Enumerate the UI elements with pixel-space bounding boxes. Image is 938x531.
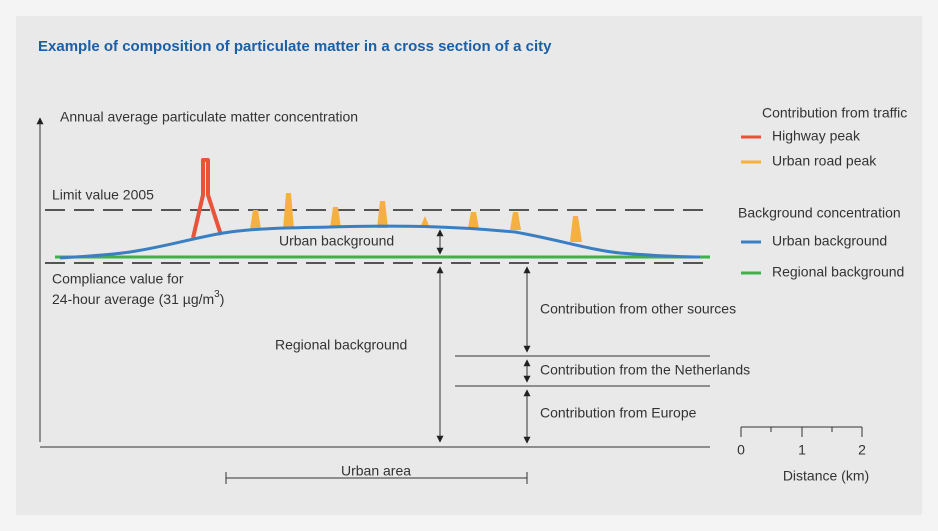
scale-tick: 0 — [737, 442, 745, 458]
compliance-label: Compliance value for — [52, 271, 184, 287]
regional-background-label: Regional background — [275, 337, 407, 353]
legend-label: Highway peak — [772, 128, 861, 144]
contribution-label: Contribution from Europe — [540, 405, 697, 421]
compliance-label: 24-hour average (31 µg/m3) — [52, 289, 224, 307]
legend-heading: Contribution from traffic — [762, 105, 907, 121]
title: Example of composition of particulate ma… — [38, 38, 552, 55]
highway-peak — [191, 158, 223, 239]
urban-area-bracket — [225, 472, 528, 484]
urban-background-curve — [59, 224, 701, 260]
legend-label: Regional background — [772, 264, 904, 280]
y-axis-label: Annual average particulate matter concen… — [60, 109, 358, 125]
legend-heading: Background concentration — [738, 205, 901, 221]
legend-label: Urban road peak — [772, 153, 877, 169]
urban-background-label: Urban background — [279, 233, 394, 249]
scale-bar — [740, 426, 863, 437]
urban-road-peaks — [250, 193, 582, 242]
scale-tick: 1 — [798, 442, 806, 458]
scale-label: Distance (km) — [783, 468, 869, 484]
legend-label: Urban background — [772, 233, 887, 249]
urban-area-label: Urban area — [341, 463, 411, 479]
contribution-label: Contribution from other sources — [540, 301, 736, 317]
scale-tick: 2 — [858, 442, 866, 458]
legend: Contribution from traffic Highway peak Urb… — [738, 105, 907, 280]
limit-label: Limit value 2005 — [52, 187, 154, 203]
contribution-label: Contribution from the Netherlands — [540, 362, 750, 378]
